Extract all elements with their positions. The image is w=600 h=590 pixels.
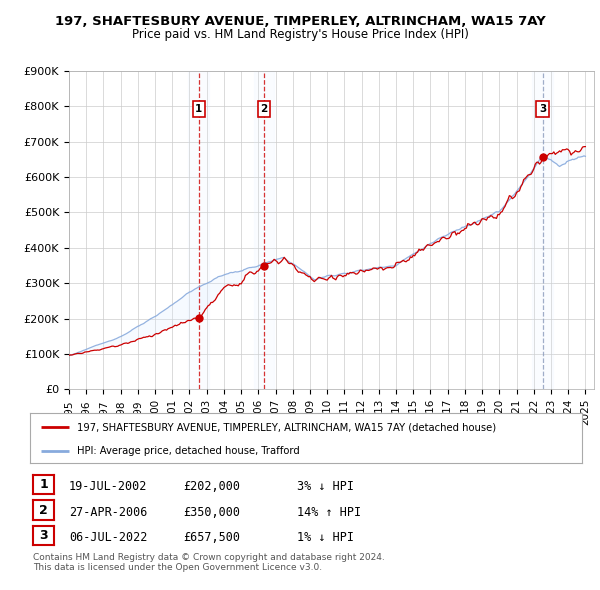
Text: 3: 3: [39, 529, 48, 542]
Text: 197, SHAFTESBURY AVENUE, TIMPERLEY, ALTRINCHAM, WA15 7AY: 197, SHAFTESBURY AVENUE, TIMPERLEY, ALTR…: [55, 15, 545, 28]
Text: 27-APR-2006: 27-APR-2006: [69, 506, 148, 519]
Text: 2: 2: [39, 503, 48, 517]
Text: 06-JUL-2022: 06-JUL-2022: [69, 531, 148, 544]
Text: 197, SHAFTESBURY AVENUE, TIMPERLEY, ALTRINCHAM, WA15 7AY (detached house): 197, SHAFTESBURY AVENUE, TIMPERLEY, ALTR…: [77, 422, 496, 432]
Text: 3: 3: [539, 104, 546, 114]
Text: This data is licensed under the Open Government Licence v3.0.: This data is licensed under the Open Gov…: [33, 563, 322, 572]
Text: 1: 1: [195, 104, 202, 114]
Text: 14% ↑ HPI: 14% ↑ HPI: [297, 506, 361, 519]
Bar: [532, 71, 553, 389]
Text: £657,500: £657,500: [183, 531, 240, 544]
Text: £350,000: £350,000: [183, 506, 240, 519]
Text: 3% ↓ HPI: 3% ↓ HPI: [297, 480, 354, 493]
Bar: [254, 71, 274, 389]
Text: Contains HM Land Registry data © Crown copyright and database right 2024.: Contains HM Land Registry data © Crown c…: [33, 553, 385, 562]
Text: 1: 1: [39, 478, 48, 491]
Text: 2: 2: [260, 104, 268, 114]
Text: HPI: Average price, detached house, Trafford: HPI: Average price, detached house, Traf…: [77, 445, 299, 455]
Bar: [188, 71, 209, 389]
Text: Price paid vs. HM Land Registry's House Price Index (HPI): Price paid vs. HM Land Registry's House …: [131, 28, 469, 41]
Text: 19-JUL-2002: 19-JUL-2002: [69, 480, 148, 493]
Text: 1% ↓ HPI: 1% ↓ HPI: [297, 531, 354, 544]
Text: £202,000: £202,000: [183, 480, 240, 493]
